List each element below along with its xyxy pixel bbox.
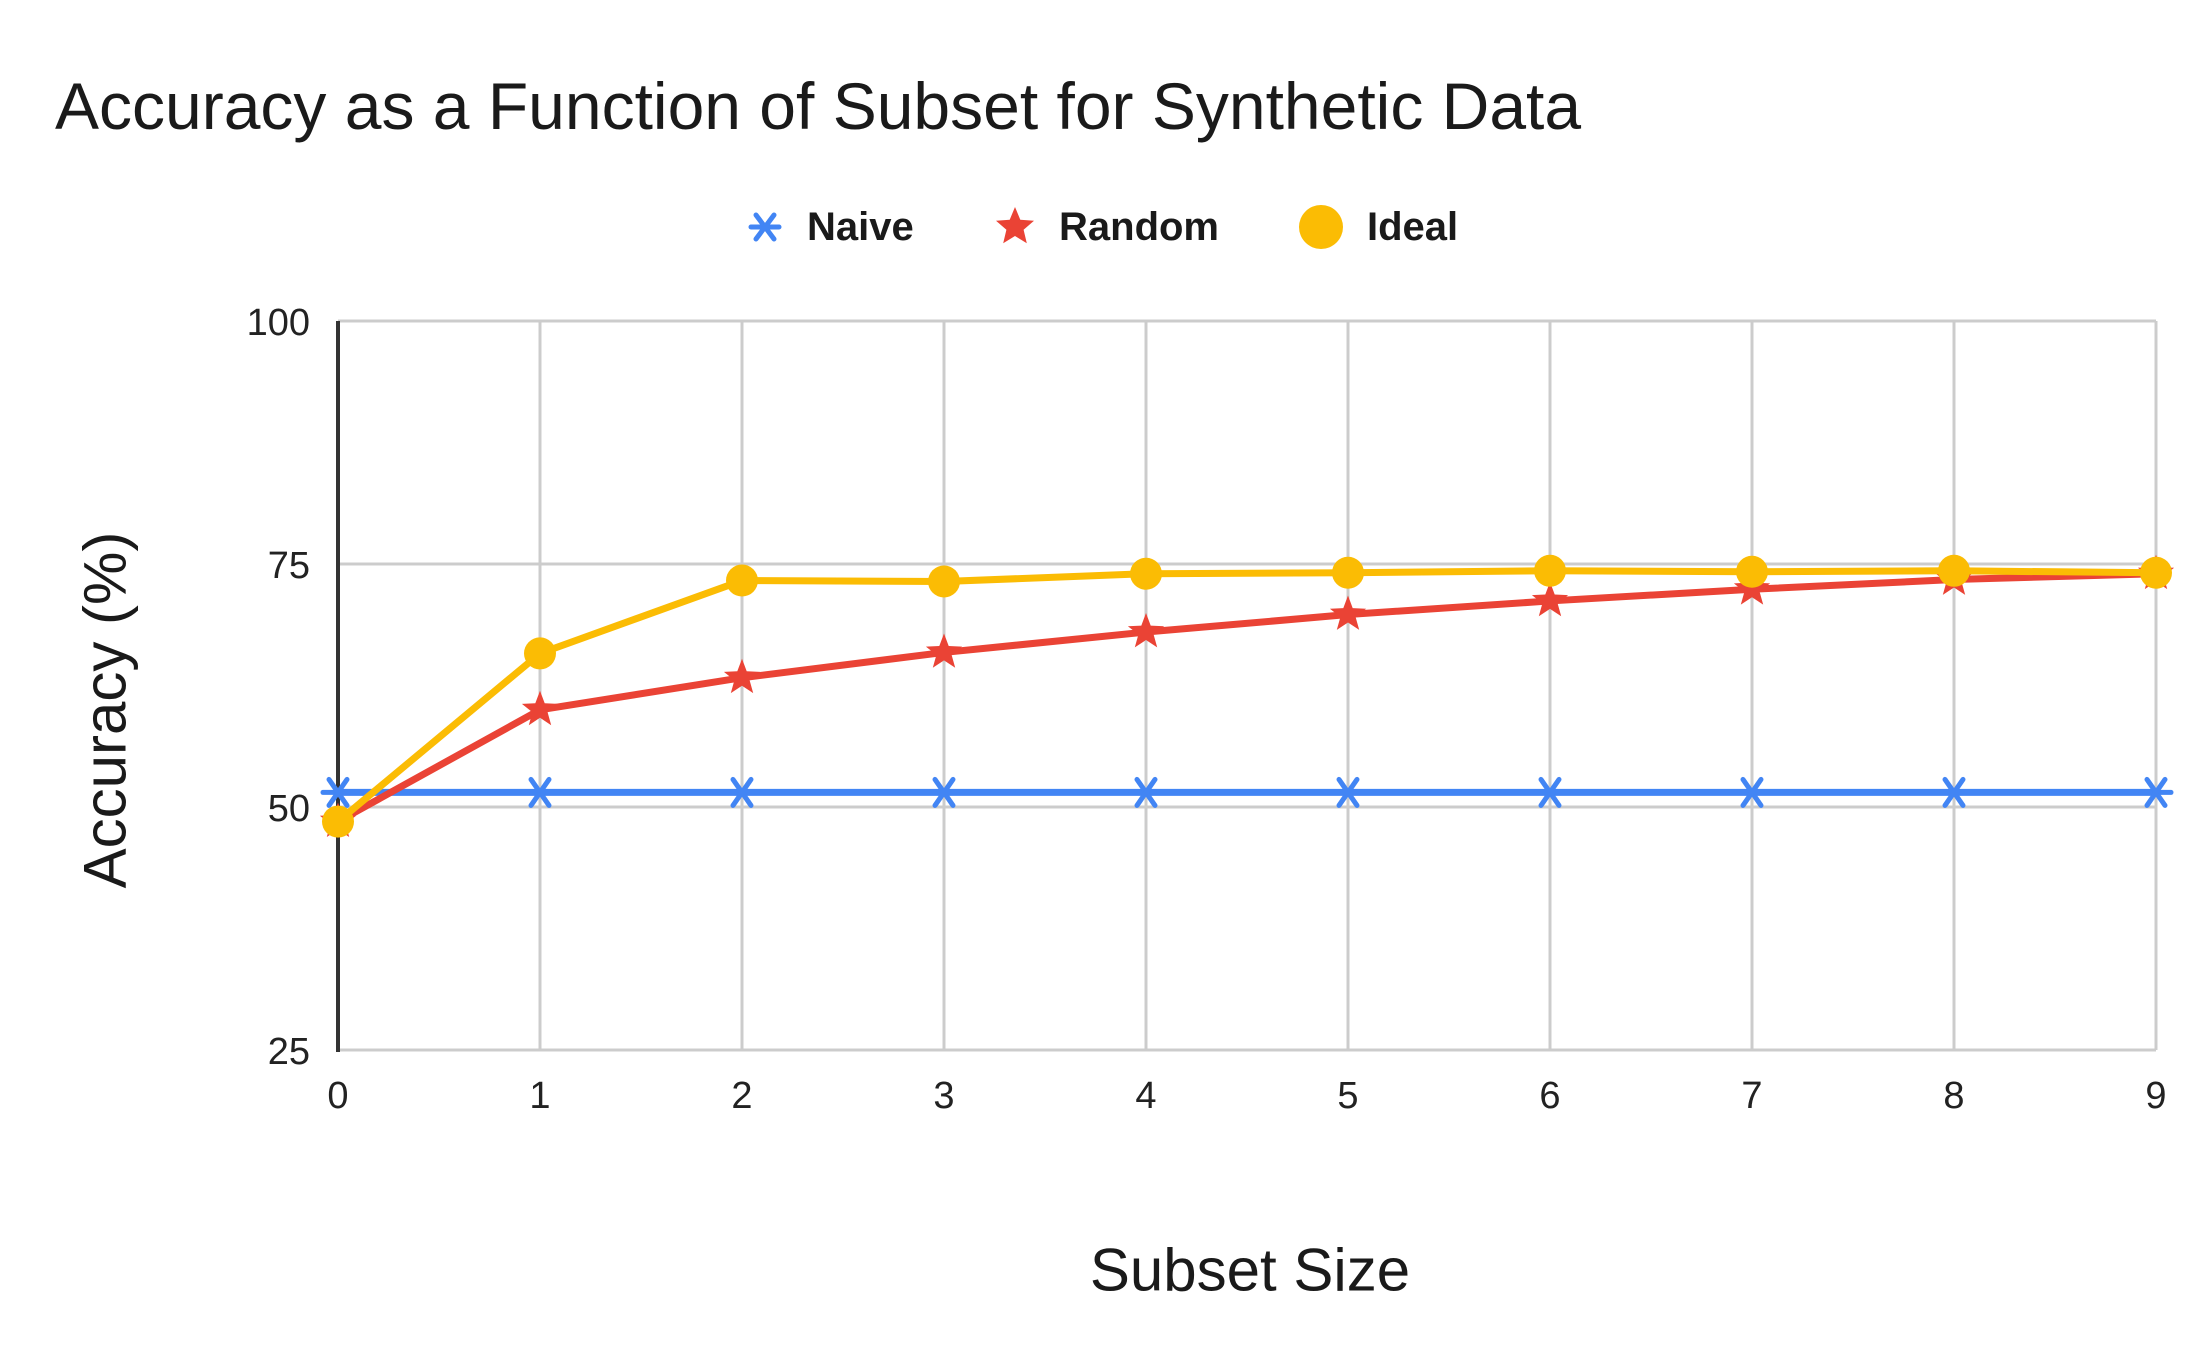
x-tick-label: 7 [1741, 1075, 1762, 1117]
data-point-naive [724, 776, 760, 808]
y-tick-label: 75 [268, 545, 310, 587]
data-point-naive [926, 776, 962, 808]
data-point-naive [320, 776, 356, 808]
legend-label-random: Random [1059, 204, 1219, 249]
y-axis-label: Accuracy (%) [71, 531, 139, 889]
data-point-naive [1128, 776, 1164, 808]
y-tick-label: 25 [268, 1031, 310, 1073]
y-tick-label: 100 [247, 302, 310, 344]
gridlines [338, 319, 2158, 1052]
series [319, 554, 2175, 838]
series-line-random [336, 570, 2157, 825]
data-point-random [1531, 581, 1569, 617]
data-point-ideal [1130, 557, 1162, 590]
x-tick-label: 4 [1135, 1075, 1156, 1117]
x-tick-label: 0 [327, 1075, 348, 1117]
x-axis-label: Subset Size [1089, 1236, 1411, 1304]
star-icon [996, 207, 1034, 244]
circle-icon [1299, 205, 1343, 249]
data-point-ideal [928, 565, 960, 598]
data-point-naive [522, 776, 558, 808]
legend-item-random[interactable]: Random [993, 192, 1219, 262]
data-point-random [521, 690, 559, 726]
series-line-ideal [335, 567, 2157, 825]
series-naive [320, 776, 2174, 808]
legend: Naive Random Ideal [0, 192, 2202, 262]
data-point-naive [1936, 776, 1972, 808]
data-point-ideal [726, 564, 758, 597]
data-point-naive [2138, 776, 2174, 808]
legend-item-naive[interactable]: Naive [745, 192, 914, 262]
data-point-ideal [524, 637, 556, 670]
x-tick-label: 5 [1337, 1075, 1358, 1117]
data-point-naive [1330, 776, 1366, 808]
tick-labels: 0 1 2 3 4 5 6 7 8 9 25 50 75 100 [247, 302, 2167, 1117]
legend-label-ideal: Ideal [1367, 204, 1459, 249]
y-tick-label: 50 [268, 788, 310, 830]
data-point-random [723, 658, 761, 694]
data-point-random [1127, 613, 1165, 648]
data-point-naive [1532, 776, 1568, 808]
data-point-ideal [322, 805, 354, 838]
data-point-naive [1734, 776, 1770, 808]
series-ideal [322, 554, 2172, 838]
chart-title: Accuracy as a Function of Subset for Syn… [55, 69, 1582, 143]
data-point-ideal [1736, 555, 1768, 588]
data-point-random [925, 633, 963, 668]
x-tick-label: 3 [933, 1075, 954, 1117]
data-point-ideal [1534, 554, 1566, 587]
x-tick-label: 6 [1539, 1075, 1560, 1117]
data-point-random [1329, 595, 1367, 630]
x-tick-label: 1 [529, 1075, 550, 1117]
x-star-icon [748, 212, 782, 242]
x-tick-label: 2 [731, 1075, 752, 1117]
data-point-ideal [2140, 556, 2172, 589]
legend-item-ideal[interactable]: Ideal [1297, 192, 1458, 262]
x-tick-label: 8 [1943, 1075, 1964, 1117]
data-point-ideal [1332, 556, 1364, 589]
legend-label-naive: Naive [807, 204, 914, 249]
x-tick-label: 9 [2145, 1075, 2166, 1117]
data-point-ideal [1938, 554, 1970, 587]
